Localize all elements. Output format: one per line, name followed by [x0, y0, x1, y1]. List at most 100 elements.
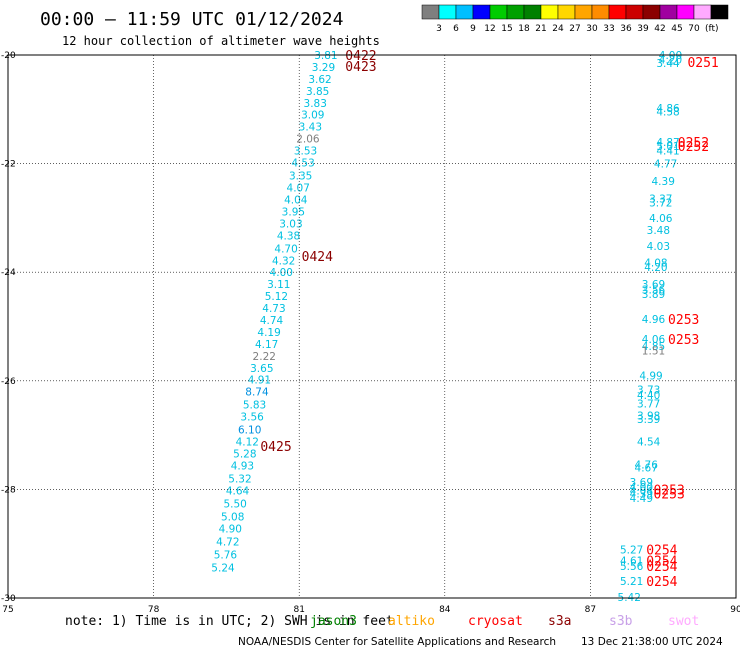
mission-legend-item: s3b: [609, 614, 633, 629]
credit-text: NOAA/NESDIS Center for Satellite Applica…: [238, 636, 556, 648]
wave-height-point: 4.74: [260, 315, 284, 327]
wave-height-point: 4.39: [630, 489, 653, 501]
wave-height-point: 4.06: [642, 334, 666, 346]
colorbar-tick-label: 9: [470, 24, 476, 34]
track-id-label: 0252: [678, 140, 709, 155]
wave-height-point: 2.06: [296, 134, 320, 146]
colorbar-tick-label: 39: [637, 24, 649, 34]
wave-height-point: 4.96: [642, 314, 666, 326]
colorbar-tick-label: 70: [688, 24, 700, 34]
colorbar-tick-label: 18: [518, 24, 530, 34]
wave-height-point: 4.93: [231, 461, 254, 473]
x-tick-label: 90: [730, 605, 740, 615]
plot-frame: [7, 54, 737, 599]
wave-height-point: 5.50: [223, 499, 246, 511]
wave-height-point: 4.64: [226, 485, 250, 497]
y-tick-label: -20: [1, 51, 16, 61]
wave-height-point: 3.98: [637, 411, 660, 423]
wave-height-point: 3.56: [642, 285, 666, 297]
wave-height-point: 4.49: [630, 493, 653, 505]
wave-height-point: 3.83: [304, 98, 327, 110]
colorbar-swatch: [421, 4, 440, 20]
x-tick-label: 81: [293, 605, 304, 615]
wave-height-point: 3.44: [656, 58, 680, 70]
wave-height-point: 4.90: [219, 523, 242, 535]
wave-height-point: 3.35: [289, 171, 312, 183]
wave-height-point: 4.00: [659, 50, 682, 62]
wave-height-point: 3.89: [642, 289, 665, 301]
wave-height-point: 4.58: [656, 106, 679, 118]
track-id-label: 0254: [646, 575, 677, 590]
wave-height-point: 4.00: [270, 267, 293, 279]
track-id-label: 0254: [646, 555, 677, 570]
colorbar-unit: (ft): [705, 24, 719, 34]
track-id-label: 0253: [653, 488, 684, 503]
colorbar-tick-label: 3: [436, 24, 442, 34]
colorbar-swatch: [472, 4, 491, 20]
colorbar-tick-label: 12: [484, 24, 495, 34]
track-id-label: 0422: [345, 49, 376, 64]
wave-height-point: 5.83: [243, 400, 266, 412]
colorbar-swatch: [659, 4, 678, 20]
wave-height-point: 5.21: [620, 576, 643, 588]
plot-area: 3.813.293.623.853.833.093.432.063.534.53…: [211, 49, 718, 604]
colorbar-swatch: [506, 4, 525, 20]
wave-height-point: 4.32: [272, 255, 295, 267]
wave-height-point: 3.65: [250, 363, 273, 375]
colorbar-tick-label: 33: [603, 24, 614, 34]
wave-height-point: 5.76: [214, 550, 238, 562]
colorbar-tick-label: 36: [620, 24, 632, 34]
wave-height-point: 3.29: [312, 62, 335, 74]
track-id-label: 0253: [668, 333, 699, 348]
colorbar-tick-label: 21: [535, 24, 546, 34]
wave-height-point: 4.54: [637, 437, 661, 449]
y-tick-label: -24: [1, 268, 16, 278]
colorbar-swatch: [489, 4, 508, 20]
wave-height-point: 4.07: [287, 182, 310, 194]
colorbar-tick-label: 15: [501, 24, 512, 34]
wave-height-point: 4.04: [630, 485, 654, 497]
mission-legend: jason3 altiko cryosat s3a s3b swot: [310, 614, 699, 629]
y-tick-label: -22: [1, 160, 16, 170]
wave-height-point: 4.40: [637, 390, 660, 402]
wave-height-point: 4.19: [257, 327, 280, 339]
track-id-label: 0424: [302, 250, 333, 265]
wave-height-point: 5.32: [228, 474, 251, 486]
wave-height-point: 4.99: [639, 370, 662, 382]
colorbar-legend: 3 6 9 12 15 18 21 24 27 30 33 36 39 42 45 70 (ft): [421, 4, 729, 34]
wave-height-point: 6.10: [238, 425, 261, 437]
mission-legend-item: cryosat: [468, 614, 523, 629]
wave-height-point: 4.41: [656, 146, 679, 158]
x-tick-label: 75: [2, 605, 13, 615]
track-id-label: 0253: [653, 483, 684, 498]
wave-height-point: 5.56: [620, 561, 644, 573]
wave-height-point: 4.08: [644, 257, 667, 269]
colorbar-swatch: [574, 4, 593, 20]
mission-legend-item: swot: [668, 614, 699, 629]
colorbar-swatch: [455, 4, 474, 20]
wave-height-point: 3.53: [294, 146, 317, 158]
colorbar-swatch: [625, 4, 644, 20]
wave-height-point: 3.43: [299, 122, 322, 134]
wave-height-point: 5.24: [211, 563, 235, 575]
chart-title: 00:00 – 11:59 UTC 01/12/2024: [40, 9, 343, 30]
footnote: note: 1) Time is in UTC; 2) SWH is in fe…: [65, 614, 394, 629]
wave-height-point: 8.74: [245, 387, 269, 399]
wave-height-point: 3.69: [630, 477, 653, 489]
colorbar-swatch: [523, 4, 542, 20]
wave-height-point: 3.03: [279, 218, 302, 230]
track-id-label: 0425: [260, 440, 291, 455]
wave-height-point: 3.39: [637, 414, 660, 426]
colorbar-tick-label: 30: [586, 24, 598, 34]
wave-height-point: 4.17: [255, 339, 278, 351]
colorbar-tick-label: 42: [654, 24, 665, 34]
colorbar-swatch: [540, 4, 559, 20]
wave-height-point: 4.53: [291, 158, 314, 170]
wave-height-point: 4.06: [649, 213, 673, 225]
wave-height-point: 3.48: [647, 225, 670, 237]
mission-legend-item: jason3: [310, 614, 357, 629]
wave-height-point: 4.91: [248, 375, 271, 387]
x-tick-label: 87: [585, 605, 596, 615]
y-tick-label: -28: [1, 485, 16, 495]
